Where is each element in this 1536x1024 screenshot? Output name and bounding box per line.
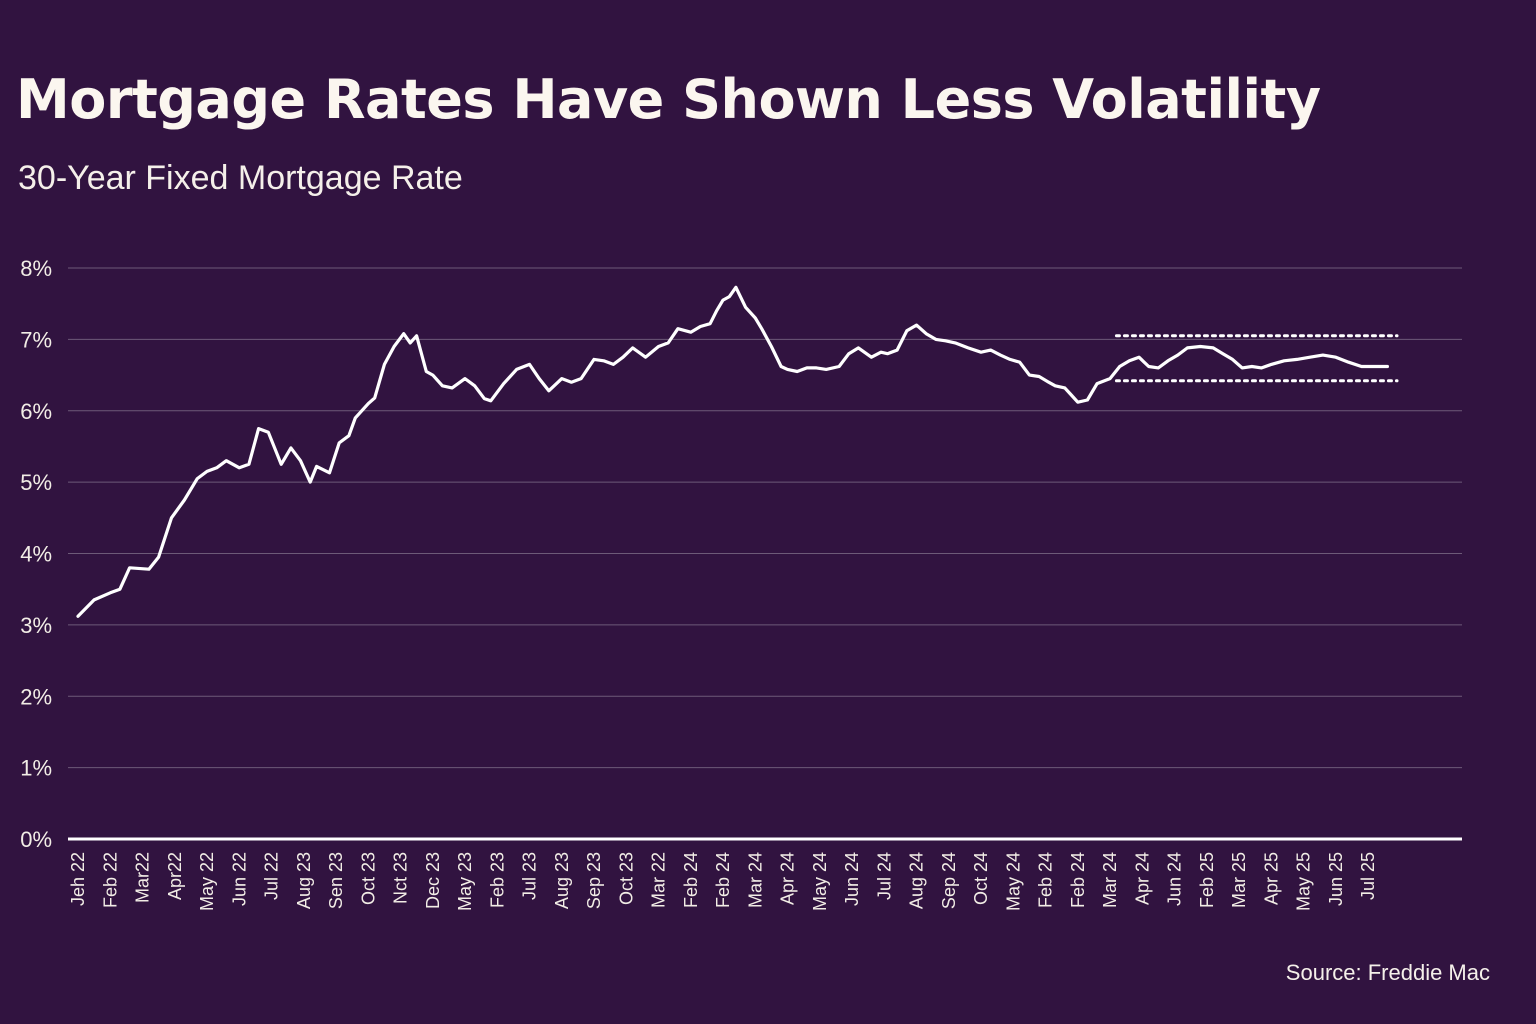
x-tick-label: Oct 24 <box>971 852 991 905</box>
x-tick-label: Jul 25 <box>1358 852 1378 900</box>
x-axis-ticks: Jeh 22 Feb 22 Mar22 Apr22 May 22 Jun 22 Jul 22… <box>68 852 1378 911</box>
x-tick-label: Oct 23 <box>358 852 378 905</box>
x-tick-label: Mar 25 <box>1229 852 1249 908</box>
x-tick-label: Mar 22 <box>649 852 669 908</box>
series-layer <box>76 285 1390 618</box>
y-tick-label: 2% <box>20 684 52 709</box>
x-tick-label: Jun 22 <box>229 852 249 906</box>
y-tick-label: 1% <box>20 756 52 781</box>
gridlines <box>68 267 1462 841</box>
y-tick-label: 8% <box>20 256 52 281</box>
x-tick-label: Dec 23 <box>423 852 443 909</box>
x-tick-label: Feb 22 <box>100 852 120 908</box>
y-axis-ticks: 0% 1% 2% 3% 4% 5% 6% 7% 8% <box>20 256 52 852</box>
x-tick-label: Jul 22 <box>262 852 282 900</box>
x-tick-label: Aug 23 <box>552 852 572 909</box>
x-tick-label: Mar22 <box>133 852 153 903</box>
x-tick-label: Apr22 <box>165 852 185 900</box>
x-tick-label: Sen 23 <box>326 852 346 909</box>
x-tick-label: Nct 23 <box>391 852 411 904</box>
x-tick-label: Jun 25 <box>1326 852 1346 906</box>
x-tick-label: Feb 24 <box>681 852 701 908</box>
y-tick-label: 6% <box>20 399 52 424</box>
y-tick-label: 4% <box>20 542 52 567</box>
y-tick-label: 0% <box>20 827 52 852</box>
x-tick-label: May 23 <box>455 852 475 911</box>
x-tick-label: Jun 24 <box>1165 852 1185 906</box>
x-tick-label: Aug 23 <box>294 852 314 909</box>
x-tick-label: Jun 24 <box>842 852 862 906</box>
chart-title: Mortgage Rates Have Shown Less Volatilit… <box>16 68 1321 131</box>
reference-band <box>1114 334 1399 383</box>
x-tick-label: Mar 24 <box>1100 852 1120 908</box>
x-tick-label: Sep 24 <box>939 852 959 909</box>
x-tick-label: Aug 24 <box>907 852 927 909</box>
y-tick-label: 7% <box>20 327 52 352</box>
x-tick-label: May 25 <box>1294 852 1314 911</box>
x-tick-label: May 24 <box>810 852 830 911</box>
chart-subtitle: 30-Year Fixed Mortgage Rate <box>18 159 463 197</box>
x-tick-label: Feb 24 <box>1068 852 1088 908</box>
x-tick-label: Jeh 22 <box>68 852 88 906</box>
x-tick-label: Feb 24 <box>1036 852 1056 908</box>
x-tick-label: Sep 23 <box>584 852 604 909</box>
x-tick-label: Mar 24 <box>745 852 765 908</box>
source-note: Source: Freddie Mac <box>1285 960 1490 985</box>
x-tick-label: Apr 25 <box>1261 852 1281 905</box>
y-tick-label: 3% <box>20 613 52 638</box>
x-tick-label: Feb 25 <box>1197 852 1217 908</box>
x-tick-label: Jul 23 <box>520 852 540 900</box>
x-tick-label: Apr 24 <box>1132 852 1152 905</box>
y-tick-label: 5% <box>20 470 52 495</box>
x-tick-label: Apr 24 <box>778 852 798 905</box>
x-tick-label: May 24 <box>1003 852 1023 911</box>
x-tick-label: Feb 23 <box>487 852 507 908</box>
series-line <box>76 285 1390 618</box>
x-tick-label: Jul 24 <box>874 852 894 900</box>
x-tick-label: May 22 <box>197 852 217 911</box>
x-tick-label: Oct 23 <box>616 852 636 905</box>
x-tick-label: Feb 24 <box>713 852 733 908</box>
